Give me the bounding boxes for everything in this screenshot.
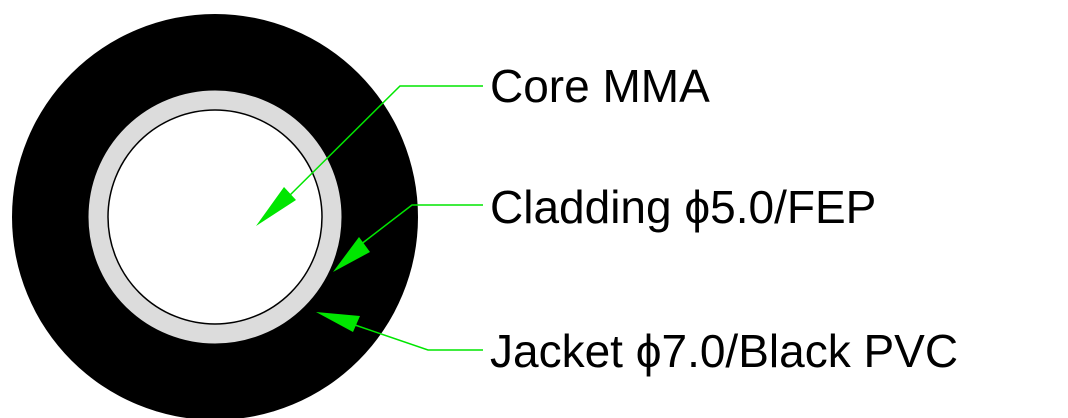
cable-cross-section	[12, 14, 418, 418]
cladding-label: Cladding ϕ5.0/FEP	[490, 181, 876, 233]
cladding-callout: Cladding ϕ5.0/FEP	[333, 181, 876, 272]
cladding-leader-line	[359, 204, 483, 246]
core-label: Core MMA	[490, 60, 710, 112]
jacket-label: Jacket ϕ7.0/Black PVC	[490, 325, 958, 377]
core-circle	[107, 109, 323, 325]
jacket-callout: Jacket ϕ7.0/Black PVC	[316, 312, 958, 377]
core-callout: Core MMA	[256, 60, 710, 226]
jacket-arrowhead	[316, 312, 360, 332]
core-leader-line	[284, 85, 483, 201]
cladding-arrowhead	[333, 237, 370, 272]
jacket-leader-line	[354, 324, 483, 351]
core-arrowhead	[256, 187, 296, 226]
